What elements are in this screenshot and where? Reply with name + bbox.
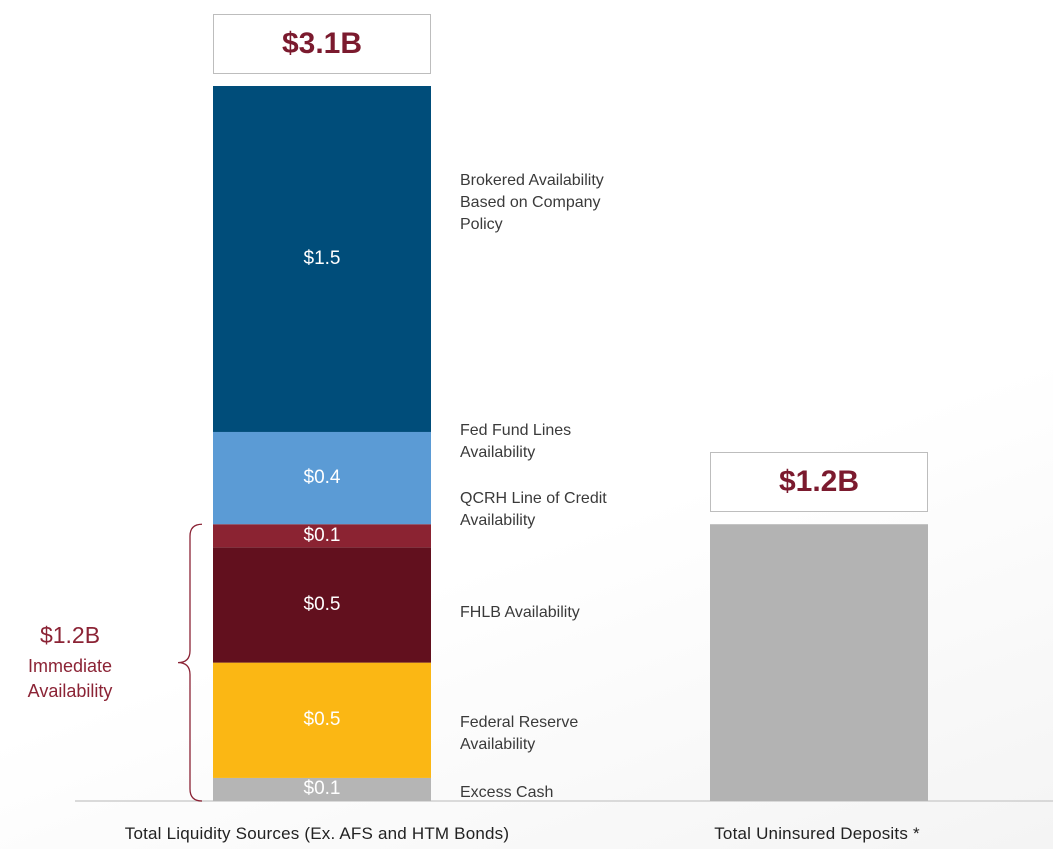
x-tick-label: Total Uninsured Deposits * [714,824,920,843]
total-label: $3.1B [213,14,431,74]
x-tick-label: Total Liquidity Sources (Ex. AFS and HTM… [124,824,510,843]
value-label: $0.5 [303,593,341,615]
bar-segment [213,777,431,801]
value-label: $0.4 [303,467,341,489]
bracket [177,523,203,802]
value-label: $1.5 [303,247,341,269]
legend-label: Excess Cash [460,784,554,801]
bar-segment [710,524,928,801]
legend-label: Federal Reserve Availability [460,714,579,753]
bar-segment [213,86,431,432]
bar-segment [213,662,431,778]
legend-label: QCRH Line of Credit Availability [460,490,607,529]
bar-segment [213,547,431,663]
legend-label: Fed Fund Lines Availability [460,422,572,461]
value-label: $0.1 [303,524,341,546]
value-label: $0.5 [303,709,341,731]
legend-label: FHLB Availability [460,604,580,621]
legend-label: Brokered Availability Based on Company P… [460,172,604,233]
annotation-value: $1.2B [39,622,101,648]
bar-segment [213,524,431,548]
total-label: $1.2B [710,452,928,513]
annotation-text: Immediate Availability [27,656,113,701]
bar-segment [213,431,431,525]
value-label: $0.1 [303,778,341,800]
